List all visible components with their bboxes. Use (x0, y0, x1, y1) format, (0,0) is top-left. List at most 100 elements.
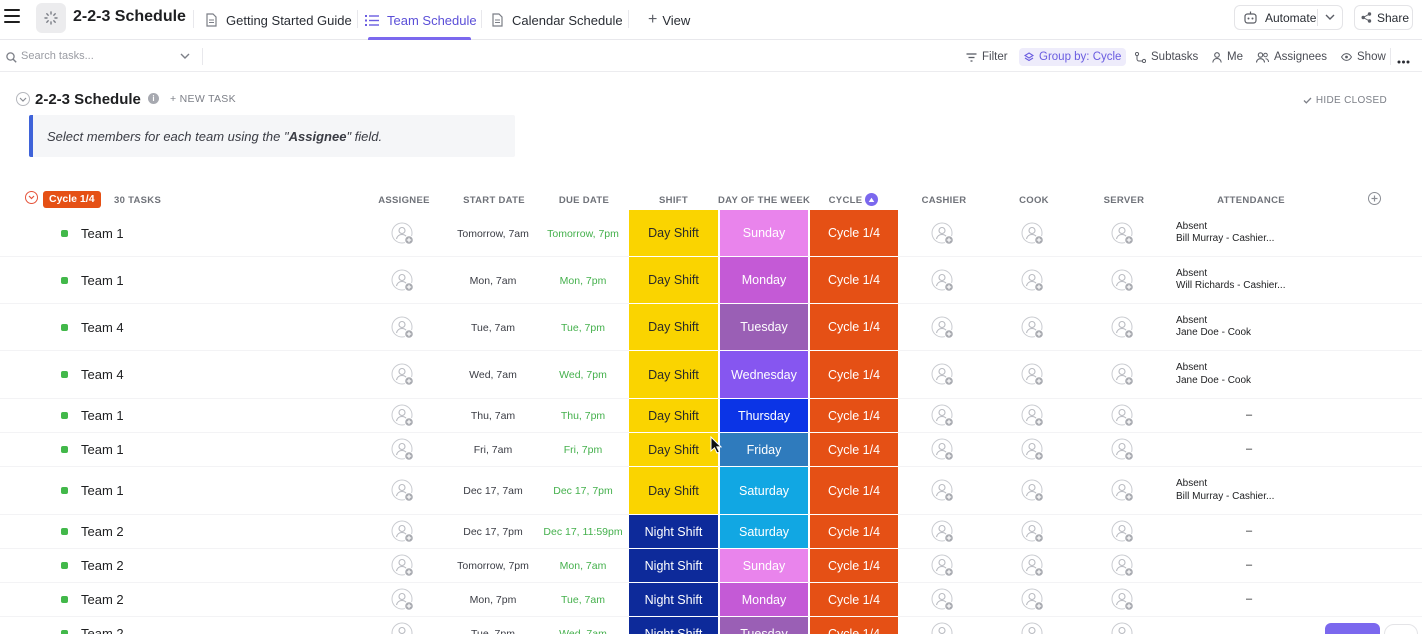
column-header-start-date[interactable]: START DATE (463, 195, 525, 206)
server-avatar-icon[interactable] (1111, 554, 1135, 578)
floating-action-button[interactable] (1325, 623, 1380, 634)
status-dot[interactable] (61, 630, 68, 634)
day-of-week-cell[interactable]: Wednesday (719, 351, 808, 399)
attendance-empty[interactable]: – (1246, 409, 1253, 421)
cycle-cell[interactable]: Cycle 1/4 (809, 351, 898, 399)
assignee-avatar-icon[interactable] (391, 316, 415, 340)
due-date[interactable]: Dec 17, 7pm (553, 485, 613, 497)
group-badge[interactable]: Cycle 1/4 (43, 191, 101, 208)
cycle-cell[interactable]: Cycle 1/4 (809, 467, 898, 515)
shift-cell[interactable]: Day Shift (629, 351, 718, 399)
due-date[interactable]: Tomorrow, 7pm (547, 227, 619, 240)
space-title[interactable]: 2-2-3 Schedule (73, 8, 186, 25)
table-row[interactable]: Team 2 Mon, 7pm Tue, 7am Night Shift Monday C… (0, 583, 1422, 617)
status-dot[interactable] (61, 323, 68, 331)
due-date[interactable]: Tue, 7pm (561, 321, 605, 334)
due-date[interactable]: Fri, 7pm (563, 444, 603, 456)
shift-cell[interactable]: Day Shift (629, 433, 718, 467)
assignee-avatar-icon[interactable] (391, 222, 415, 246)
assignee-avatar-icon[interactable] (391, 404, 415, 428)
table-row[interactable]: Team 2 Tue, 7pm Wed, 7am Night Shift Tuesday… (0, 617, 1422, 634)
due-date[interactable]: Dec 17, 11:59pm (543, 526, 623, 538)
add-view-button[interactable]: + View (648, 10, 690, 30)
status-dot[interactable] (61, 487, 68, 494)
start-date[interactable]: Tue, 7pm (471, 628, 515, 634)
start-date[interactable]: Tue, 7am (471, 321, 515, 334)
start-date[interactable]: Dec 17, 7pm (463, 526, 523, 538)
task-name[interactable]: Team 1 (81, 442, 124, 457)
day-of-week-cell[interactable]: Friday (719, 433, 808, 467)
cycle-cell[interactable]: Cycle 1/4 (809, 257, 898, 304)
day-of-week-cell[interactable]: Saturday (719, 467, 808, 515)
server-avatar-icon[interactable] (1111, 588, 1135, 612)
collapse-group-icon[interactable] (25, 191, 38, 204)
cook-avatar-icon[interactable] (1021, 269, 1045, 293)
table-row[interactable]: Team 1 Dec 17, 7am Dec 17, 7pm Day Shift Sat… (0, 467, 1422, 515)
start-date[interactable]: Dec 17, 7am (463, 485, 523, 497)
column-header-server[interactable]: SERVER (1103, 195, 1145, 206)
cook-avatar-icon[interactable] (1021, 222, 1045, 246)
hamburger-menu-icon[interactable] (4, 9, 20, 25)
assignee-avatar-icon[interactable] (391, 438, 415, 462)
table-row[interactable]: Team 4 Tue, 7am Tue, 7pm Day Shift Tuesday Cy… (0, 304, 1422, 351)
server-avatar-icon[interactable] (1111, 622, 1135, 634)
day-of-week-cell[interactable]: Sunday (719, 210, 808, 257)
column-header-shift[interactable]: SHIFT (659, 195, 688, 206)
cashier-avatar-icon[interactable] (931, 479, 955, 503)
cook-avatar-icon[interactable] (1021, 520, 1045, 544)
due-date[interactable]: Thu, 7pm (560, 410, 606, 422)
status-dot[interactable] (61, 412, 68, 419)
column-header-attendance[interactable]: ATTENDANCE (1217, 195, 1285, 206)
task-name[interactable]: Team 1 (81, 225, 124, 241)
table-row[interactable]: Team 2 Dec 17, 7pm Dec 17, 11:59pm Night Sh… (0, 515, 1422, 549)
cook-avatar-icon[interactable] (1021, 438, 1045, 462)
group-by-button[interactable]: Group by: Cycle (1019, 48, 1127, 66)
cashier-avatar-icon[interactable] (931, 404, 955, 428)
status-dot[interactable] (61, 371, 68, 378)
start-date[interactable]: Tomorrow, 7am (457, 227, 529, 240)
tab-team-schedule[interactable]: Team Schedule (365, 10, 477, 30)
cashier-avatar-icon[interactable] (931, 622, 955, 634)
task-name[interactable]: Team 1 (81, 483, 124, 498)
automate-button[interactable]: Automate (1234, 5, 1343, 30)
cycle-cell[interactable]: Cycle 1/4 (809, 549, 898, 583)
status-dot[interactable] (61, 596, 68, 603)
assignee-avatar-icon[interactable] (391, 554, 415, 578)
sort-ascending-icon[interactable] (865, 193, 879, 206)
column-header-cashier[interactable]: CASHIER (921, 195, 967, 206)
day-of-week-cell[interactable]: Tuesday (719, 304, 808, 351)
due-date[interactable]: Tue, 7am (561, 594, 605, 606)
assignees-button[interactable]: Assignees (1256, 48, 1327, 66)
status-dot[interactable] (61, 229, 68, 237)
cook-avatar-icon[interactable] (1021, 479, 1045, 503)
filter-button[interactable]: Filter (966, 48, 1008, 66)
shift-cell[interactable]: Day Shift (629, 257, 718, 304)
table-row[interactable]: Team 1 Thu, 7am Thu, 7pm Day Shift Thursday C… (0, 399, 1422, 433)
cycle-cell[interactable]: Cycle 1/4 (809, 210, 898, 257)
cashier-avatar-icon[interactable] (931, 438, 955, 462)
hide-closed-button[interactable]: HIDE CLOSED (1303, 95, 1387, 106)
floating-secondary-button[interactable] (1384, 624, 1418, 634)
assignee-avatar-icon[interactable] (391, 622, 415, 634)
table-row[interactable]: Team 1 Fri, 7am Fri, 7pm Day Shift Friday Cyc… (0, 433, 1422, 467)
cashier-avatar-icon[interactable] (931, 269, 955, 293)
cycle-cell[interactable]: Cycle 1/4 (809, 583, 898, 617)
cashier-avatar-icon[interactable] (931, 222, 955, 246)
due-date[interactable]: Mon, 7am (559, 560, 607, 572)
shift-cell[interactable]: Night Shift (629, 549, 718, 583)
me-button[interactable]: Me (1212, 48, 1243, 66)
task-name[interactable]: Team 2 (81, 626, 124, 634)
task-name[interactable]: Team 1 (81, 408, 124, 423)
task-name[interactable]: Team 2 (81, 524, 124, 539)
status-dot[interactable] (61, 276, 68, 284)
chevron-down-icon[interactable] (180, 53, 190, 60)
table-row[interactable]: Team 1 Mon, 7am Mon, 7pm Day Shift Monday Cyc… (0, 257, 1422, 304)
cycle-cell[interactable]: Cycle 1/4 (809, 515, 898, 549)
assignee-avatar-icon[interactable] (391, 269, 415, 293)
server-avatar-icon[interactable] (1111, 269, 1135, 293)
shift-cell[interactable]: Day Shift (629, 304, 718, 351)
add-column-icon[interactable] (1368, 192, 1381, 205)
column-header-cook[interactable]: COOK (1019, 195, 1049, 206)
collapse-list-icon[interactable] (16, 92, 30, 106)
share-button[interactable]: Share (1354, 5, 1413, 30)
